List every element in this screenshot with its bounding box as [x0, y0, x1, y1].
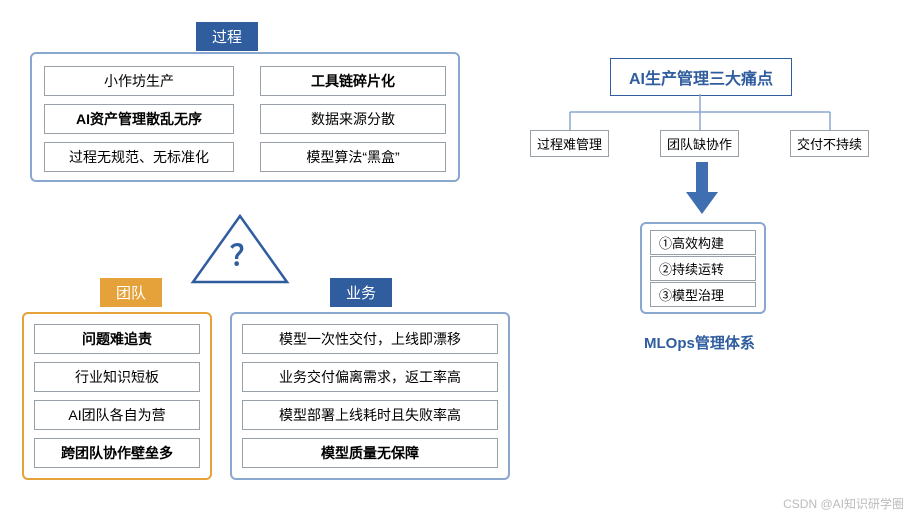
- solution-2: ③模型治理: [650, 282, 756, 307]
- process-cell-r1: 数据来源分散: [260, 104, 446, 134]
- pain-1: 团队缺协作: [660, 130, 739, 157]
- process-cell-r2: 模型算法“黑盒”: [260, 142, 446, 172]
- process-cell-l1: AI资产管理散乱无序: [44, 104, 234, 134]
- solution-1: ②持续运转: [650, 256, 756, 281]
- team-item-3: 跨团队协作壁垒多: [34, 438, 200, 468]
- biz-item-3: 模型质量无保障: [242, 438, 498, 468]
- team-item-0: 问题难追责: [34, 324, 200, 354]
- down-arrow-icon: [684, 160, 720, 220]
- pain-2: 交付不持续: [790, 130, 869, 157]
- solution-0: ①高效构建: [650, 230, 756, 255]
- mlops-caption: MLOps管理体系: [644, 332, 755, 353]
- process-cell-l0: 小作坊生产: [44, 66, 234, 96]
- biz-item-0: 模型一次性交付，上线即漂移: [242, 324, 498, 354]
- team-item-1: 行业知识短板: [34, 362, 200, 392]
- watermark-text: CSDN @AI知识研学圈: [783, 495, 904, 512]
- team-item-2: AI团队各自为营: [34, 400, 200, 430]
- process-cell-r0: 工具链碎片化: [260, 66, 446, 96]
- biz-tag: 业务: [330, 278, 392, 307]
- biz-item-1: 业务交付偏离需求，返工率高: [242, 362, 498, 392]
- process-cell-l2: 过程无规范、无标准化: [44, 142, 234, 172]
- question-mark: ？: [230, 234, 258, 274]
- biz-item-2: 模型部署上线耗时且失败率高: [242, 400, 498, 430]
- process-tag: 过程: [196, 22, 258, 51]
- team-tag: 团队: [100, 278, 162, 307]
- pain-0: 过程难管理: [530, 130, 609, 157]
